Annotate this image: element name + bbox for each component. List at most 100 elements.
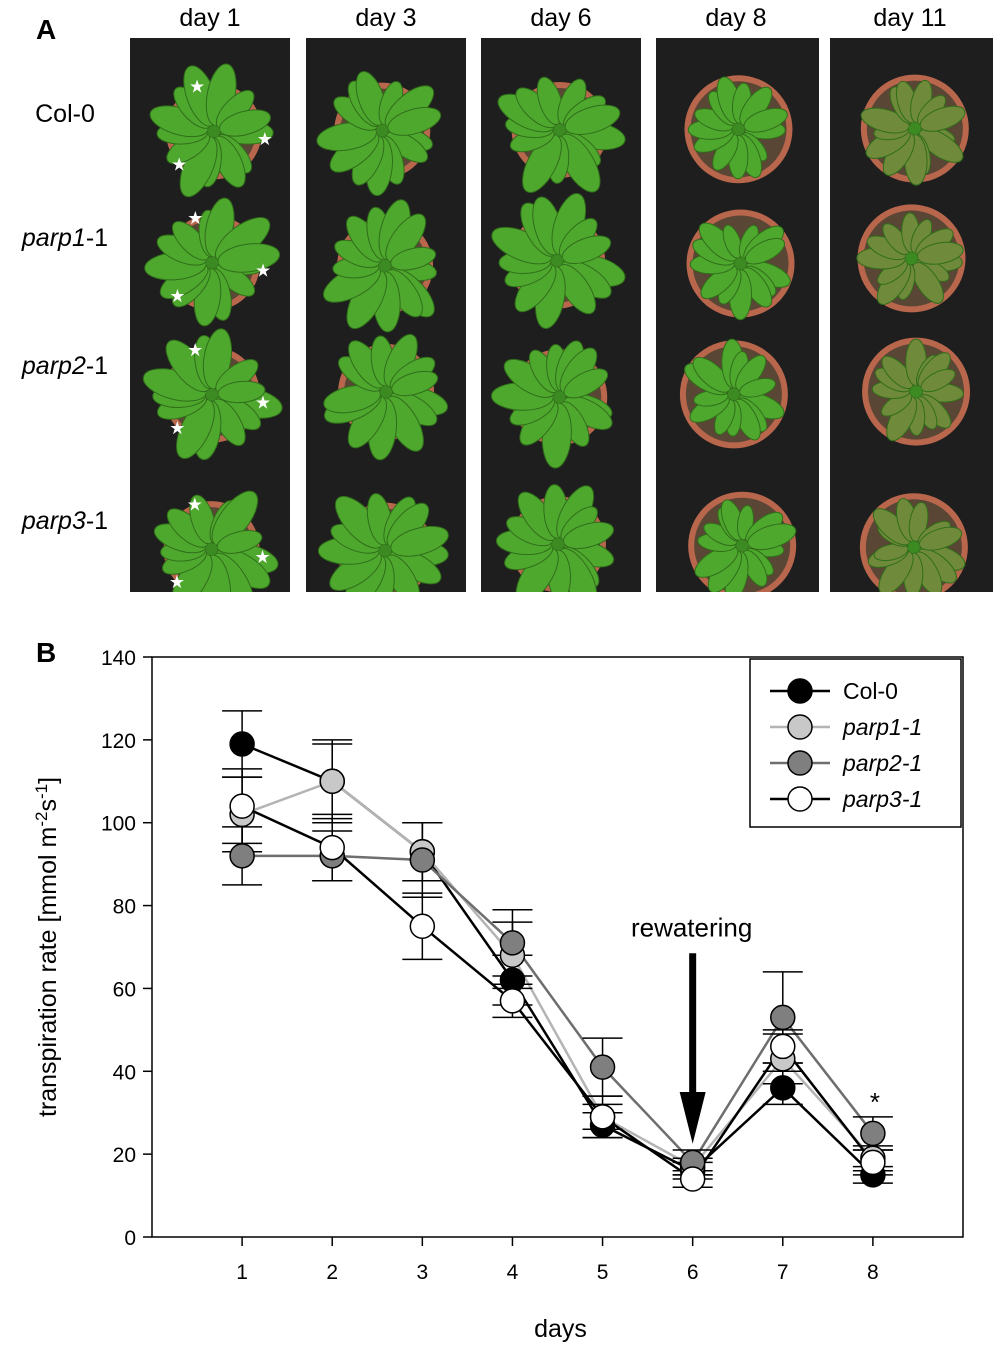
plot-frame xyxy=(151,656,964,1238)
leaf xyxy=(918,128,964,163)
plant-rosette xyxy=(316,70,442,197)
day-label: day 11 xyxy=(873,4,947,32)
star-marker-icon: ★ xyxy=(169,418,185,438)
plant-rosette xyxy=(856,204,966,313)
rosette-center xyxy=(207,125,220,138)
legend-entry: parp3-1 xyxy=(842,786,922,812)
data-point xyxy=(589,1104,616,1130)
plant-rosette xyxy=(495,484,615,592)
legend-marker xyxy=(787,714,813,740)
x-tick-label: 4 xyxy=(507,1261,519,1284)
y-tick-label: 140 xyxy=(101,647,136,670)
x-tick-label: 8 xyxy=(867,1261,879,1284)
plant-rosette xyxy=(862,337,971,446)
genotype-label-parp2: parp2-1 xyxy=(21,352,109,380)
plant-rosette xyxy=(679,338,788,449)
y-tick-label: 80 xyxy=(113,896,136,919)
star-marker-icon: ★ xyxy=(169,572,185,592)
rosette-center xyxy=(206,256,219,269)
y-tick-label: 120 xyxy=(101,730,136,753)
rosette-center xyxy=(905,252,918,265)
leaf xyxy=(700,265,738,300)
rosette-center xyxy=(380,385,393,398)
leaf xyxy=(694,545,739,578)
rosette-center xyxy=(205,388,218,401)
plant-rosette xyxy=(688,491,797,592)
x-tick-label: 5 xyxy=(597,1261,609,1284)
data-point xyxy=(409,913,436,940)
legend-entry: parp2-1 xyxy=(842,750,922,776)
leaf xyxy=(522,134,562,193)
plant-rosette xyxy=(686,209,795,321)
plant-rosette: ★ ★ ★ xyxy=(149,63,274,198)
leaf xyxy=(217,243,281,273)
leaf xyxy=(911,262,944,304)
data-point xyxy=(229,731,255,757)
data-point xyxy=(319,834,345,861)
y-axis-label: transpiration rate [mmol m-2s-1] xyxy=(32,777,63,1117)
plant-photo-day6 xyxy=(481,38,641,592)
data-point xyxy=(499,930,526,956)
data-point xyxy=(499,988,526,1014)
genotype-label-col0: Col-0 xyxy=(35,100,95,128)
plant-rosette xyxy=(859,493,968,592)
day-label: day 3 xyxy=(355,4,417,32)
data-point xyxy=(770,1075,796,1101)
y-tick-label: 100 xyxy=(101,813,136,836)
star-marker-icon: ★ xyxy=(187,340,203,360)
rosette-center xyxy=(553,391,566,404)
legend-entry: Col-0 xyxy=(843,678,898,704)
rosette-center xyxy=(551,538,564,551)
legend-entry: parp1-1 xyxy=(842,714,922,740)
plant-photo-day11 xyxy=(830,38,993,592)
y-tick-label: 40 xyxy=(113,1061,136,1084)
legend-marker xyxy=(787,750,813,776)
y-tick-label: 60 xyxy=(113,978,136,1001)
data-point xyxy=(589,1054,616,1080)
panel-b-letter: B xyxy=(36,637,56,668)
rewatering-arrow-head xyxy=(679,1092,706,1144)
rosette-center xyxy=(551,254,564,267)
leaf xyxy=(920,368,956,393)
x-tick-label: 3 xyxy=(416,1261,428,1284)
data-point xyxy=(770,1004,796,1031)
legend-marker xyxy=(787,786,813,812)
leaf xyxy=(211,490,259,547)
plant-rosette xyxy=(323,333,448,461)
leaf xyxy=(391,370,439,397)
leaf xyxy=(881,355,914,390)
rosette-center xyxy=(379,544,392,557)
star-marker-icon: ★ xyxy=(169,286,185,306)
rosette-center xyxy=(376,124,389,137)
plant-rosette xyxy=(317,493,449,592)
plant-photo-day3 xyxy=(306,38,466,592)
data-point xyxy=(229,793,255,819)
star-marker-icon: ★ xyxy=(189,77,205,97)
plant-photo-day1: ★ ★ ★ ★ ★ ★ ★ ★ ★ ★ ★ ★ xyxy=(130,38,290,592)
rosette-center xyxy=(910,385,923,398)
star-marker-icon: ★ xyxy=(171,154,187,174)
star-marker-icon: ★ xyxy=(254,547,270,567)
plant-rosette xyxy=(323,199,437,333)
rosette-center xyxy=(379,259,392,272)
series-line xyxy=(241,779,874,1169)
rosette-center xyxy=(732,123,745,136)
day-label: day 6 xyxy=(530,4,592,32)
rosette-center xyxy=(736,539,749,552)
panel-a-letter: A xyxy=(36,14,57,45)
leaf xyxy=(563,368,609,399)
rosette-center xyxy=(734,257,747,270)
data-point xyxy=(860,1120,886,1147)
x-tick-label: 7 xyxy=(777,1261,789,1284)
star-marker-icon: ★ xyxy=(257,129,273,149)
data-point xyxy=(319,768,345,795)
plant-rosette xyxy=(684,75,793,184)
plant-rosette xyxy=(497,76,626,193)
rosette-center xyxy=(727,388,740,401)
plant-photo-day8 xyxy=(656,38,819,592)
data-point xyxy=(679,1166,706,1192)
star-marker-icon: ★ xyxy=(255,393,271,413)
plant-rosette xyxy=(491,193,626,329)
genotype-label-parp1: parp1-1 xyxy=(21,224,109,252)
data-point xyxy=(229,843,255,869)
